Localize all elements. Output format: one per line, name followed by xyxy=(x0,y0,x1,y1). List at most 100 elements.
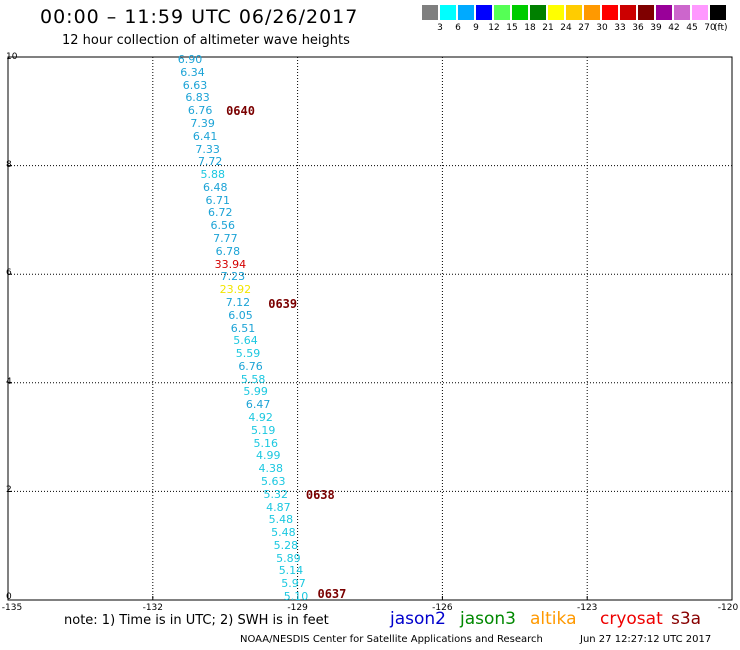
legend-label: 9 xyxy=(473,23,479,33)
legend-swatch xyxy=(512,5,529,20)
wave-height-value: 5.88 xyxy=(200,168,225,182)
y-tick-label: 4 xyxy=(6,376,12,387)
legend-swatch xyxy=(584,5,601,20)
legend-label: 24 xyxy=(560,23,572,33)
wave-height-value: 6.90 xyxy=(177,53,203,66)
wave-height-value: 5.14 xyxy=(278,564,304,578)
legend-label: 45 xyxy=(686,23,698,33)
wave-height-value: 7.39 xyxy=(190,116,215,130)
legend-label: 21 xyxy=(542,23,554,33)
wave-height-value: 7.12 xyxy=(225,295,251,309)
track-time-label: 0639 xyxy=(268,297,298,312)
legend-swatch xyxy=(566,5,583,20)
wave-height-value: 6.78 xyxy=(215,244,241,258)
wave-height-value: 7.23 xyxy=(220,270,246,284)
wave-height-value: 23.92 xyxy=(219,283,252,297)
legend-unit: (ft) xyxy=(714,23,728,33)
track-time-label: 0638 xyxy=(305,487,335,502)
wave-height-value: 4.38 xyxy=(258,462,284,476)
legend-swatch xyxy=(494,5,511,20)
satellite-jason2: jason2 xyxy=(390,609,446,629)
wave-height-value: 6.72 xyxy=(208,206,233,220)
wave-height-value: 6.48 xyxy=(202,180,228,194)
footnote: note: 1) Time is in UTC; 2) SWH is in fe… xyxy=(64,613,329,628)
y-tick-label: 6 xyxy=(6,268,12,279)
wave-height-value: 5.89 xyxy=(276,551,301,565)
wave-height-value: 6.41 xyxy=(192,129,218,143)
wave-height-value: 5.97 xyxy=(281,577,306,591)
track-time-label: 0640 xyxy=(226,104,255,118)
x-tick-label: -126 xyxy=(432,603,453,613)
wave-height-value: 6.05 xyxy=(228,308,253,322)
wave-height-value: 5.58 xyxy=(240,372,266,386)
wave-height-value: 5.63 xyxy=(261,474,286,488)
satellite-jason3: jason3 xyxy=(460,609,516,629)
wave-height-value: 4.87 xyxy=(266,500,291,514)
wave-height-value: 5.64 xyxy=(233,334,258,348)
wave-height-value: 5.19 xyxy=(250,423,276,437)
wave-height-value: 33.94 xyxy=(214,257,247,271)
x-tick-label: -132 xyxy=(142,603,164,613)
wave-height-value: 5.16 xyxy=(253,436,278,450)
legend-swatch xyxy=(692,5,709,20)
legend-swatch xyxy=(458,5,475,20)
legend-label: 6 xyxy=(455,23,461,33)
wave-height-value: 6.47 xyxy=(245,398,271,412)
legend-label: 70 xyxy=(704,23,716,33)
color-legend: 3 6 9 12 15 18 21 24 27 30 33 36 39 42 45 70 (ft) xyxy=(422,5,728,35)
wave-height-value: 6.71 xyxy=(205,193,231,207)
wave-height-value: 6.34 xyxy=(180,65,205,79)
legend-swatch xyxy=(548,5,565,20)
wave-height-value: 5.32 xyxy=(263,487,289,501)
legend-swatch xyxy=(530,5,547,20)
wave-height-value: 5.10 xyxy=(283,590,309,603)
legend-label: 12 xyxy=(488,23,500,33)
map-subtitle: 12 hour collection of altimeter wave hei… xyxy=(62,33,350,48)
y-tick-label: 0 xyxy=(6,592,12,602)
wave-height-value: 6.83 xyxy=(185,91,210,105)
legend-label: 30 xyxy=(596,23,608,33)
wave-height-value: 6.56 xyxy=(210,219,236,233)
y-tick-label: 10 xyxy=(6,52,18,62)
wave-height-value: 5.48 xyxy=(268,513,294,527)
legend-swatch xyxy=(620,5,637,20)
plot-frame xyxy=(7,56,733,601)
wave-height-value: 4.99 xyxy=(255,449,281,463)
legend-swatch xyxy=(638,5,655,20)
legend-label: 27 xyxy=(578,23,590,33)
wave-height-value: 6.76 xyxy=(187,104,213,118)
credit-line: NOAA/NESDIS Center for Satellite Applica… xyxy=(240,634,543,645)
x-tick-label: -135 xyxy=(1,603,23,613)
wave-height-value: 4.92 xyxy=(248,411,273,424)
legend-label: 3 xyxy=(437,23,443,33)
legend-label: 18 xyxy=(524,23,536,33)
legend-swatch xyxy=(674,5,691,20)
legend-label: 42 xyxy=(668,23,680,33)
x-tick-label: -129 xyxy=(287,603,308,613)
y-tick-label: 8 xyxy=(6,159,12,170)
x-tick-label: -120 xyxy=(717,603,739,613)
legend-swatch xyxy=(440,5,457,20)
wave-height-value: 7.77 xyxy=(213,232,238,245)
legend-swatch xyxy=(710,5,727,20)
map-title: 00:00 – 11:59 UTC 06/26/2017 xyxy=(40,6,359,28)
satellite-s3a: s3a xyxy=(671,609,702,629)
wave-height-value: 5.28 xyxy=(273,538,299,552)
legend-label: 36 xyxy=(632,23,644,33)
legend-swatch xyxy=(602,5,619,20)
legend-swatch xyxy=(656,5,673,20)
wave-height-value: 7.33 xyxy=(195,142,220,156)
legend-label: 33 xyxy=(614,23,626,33)
wave-height-value: 5.48 xyxy=(271,526,296,540)
wave-height-value: 6.76 xyxy=(238,359,263,373)
legend-label: 39 xyxy=(650,23,662,33)
legend-swatch xyxy=(422,5,439,20)
x-tick-label: -123 xyxy=(576,603,598,613)
wave-height-value: 5.99 xyxy=(243,385,268,399)
wave-height-value: 6.63 xyxy=(182,78,208,92)
track-time-label: 0637 xyxy=(317,587,347,602)
grid-lines xyxy=(8,57,732,600)
legend-label: 15 xyxy=(506,23,518,33)
tick-marks xyxy=(7,56,733,601)
